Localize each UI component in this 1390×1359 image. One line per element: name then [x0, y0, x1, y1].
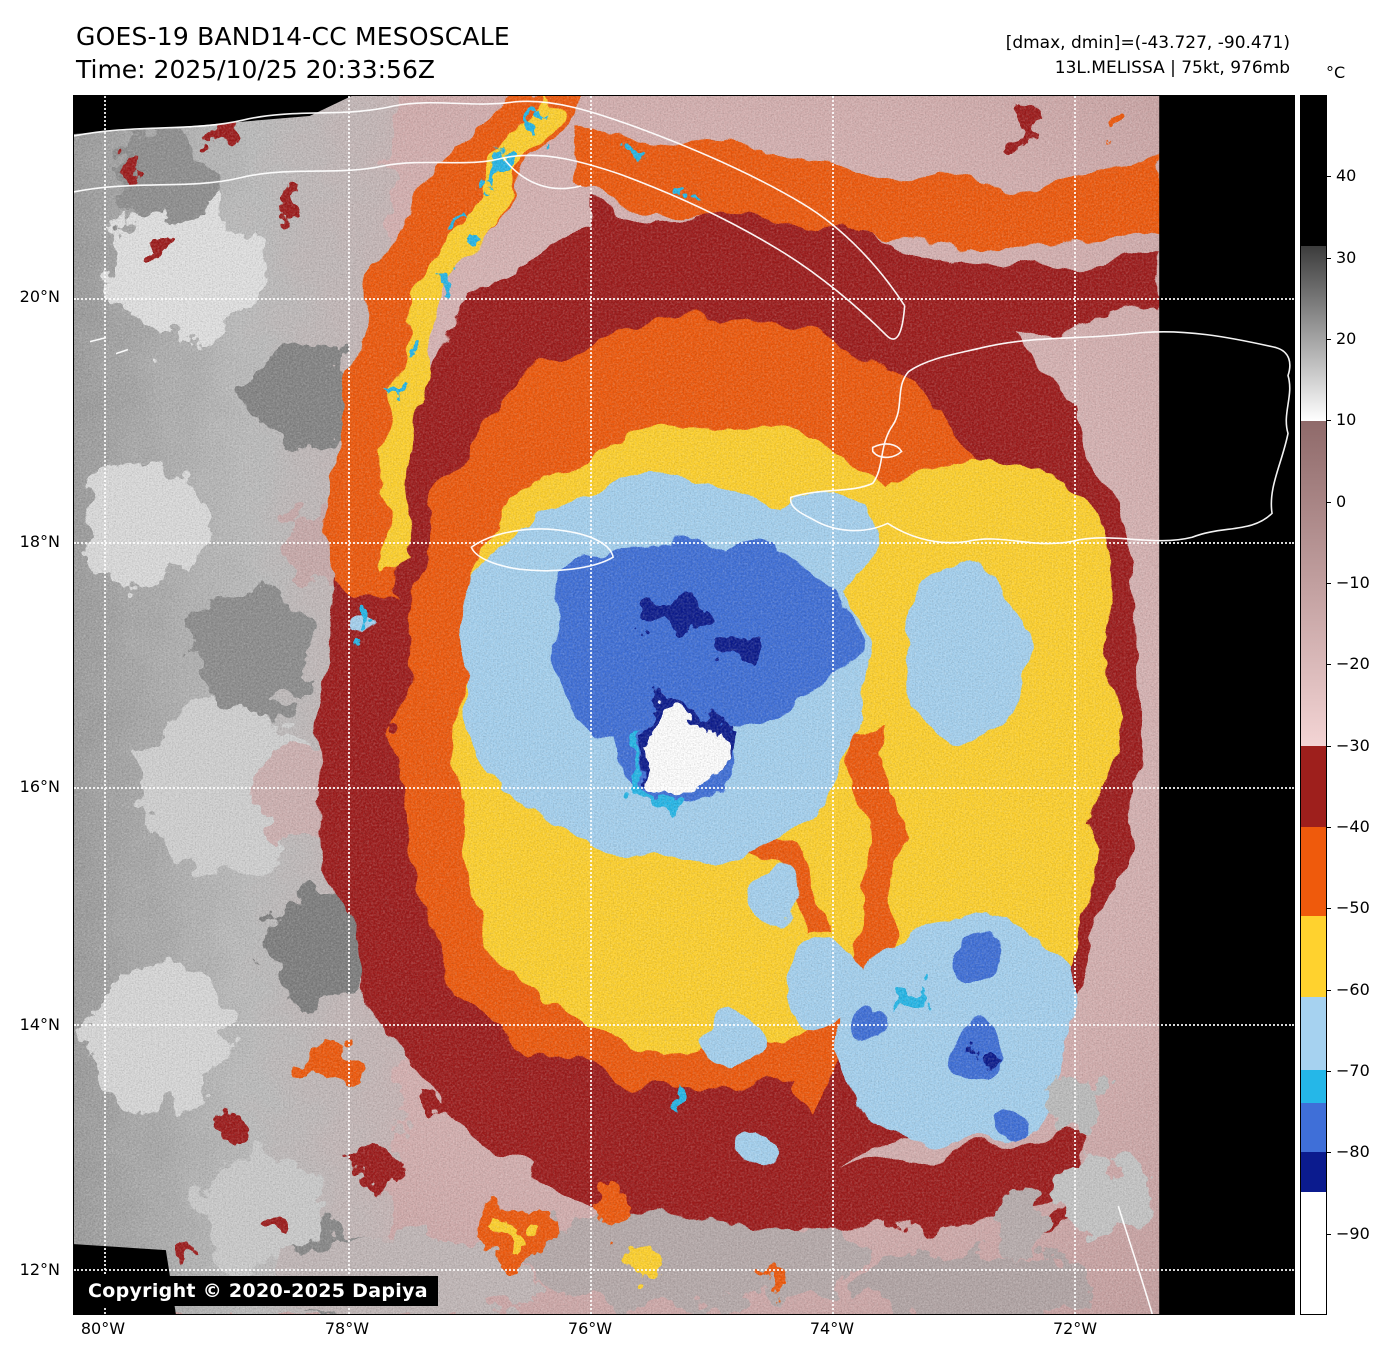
colorbar-tick-label: 20 [1336, 329, 1357, 348]
colorbar-tick-label: −10 [1336, 573, 1370, 592]
coastline-cuba [74, 100, 906, 307]
longitude-tick-label: 72°W [1052, 1319, 1098, 1338]
coastline-islets [89, 336, 129, 355]
longitude-tick-label: 78°W [324, 1319, 370, 1338]
longitude-tick-label: 80°W [80, 1319, 126, 1338]
colorbar-segment [1301, 1151, 1326, 1193]
latitude-tick-label: 20°N [19, 287, 60, 307]
colorbar-unit-label: °C [1326, 63, 1346, 82]
colorbar-segment [1301, 997, 1326, 1071]
colorbar-segment [1301, 826, 1326, 917]
coastlines [74, 100, 1291, 1314]
colorbar-segment [1301, 1102, 1326, 1152]
latitude-axis: 20°N 18°N 16°N 14°N 12°N [0, 95, 66, 1315]
colorbar-segment [1301, 1192, 1326, 1314]
latitude-tick-label: 16°N [19, 776, 60, 796]
timestamp: Time: 2025/10/25 20:33:56Z [76, 55, 435, 84]
colorbar-tick-label: 30 [1336, 247, 1357, 267]
colorbar-tick-label: −40 [1336, 817, 1370, 836]
satellite-image [74, 96, 1294, 1314]
storm-info: 13L.MELISSA | 75kt, 976mb [1054, 58, 1290, 78]
colorbar-tick-label: −50 [1336, 898, 1370, 918]
colorbar-tick-label: 10 [1336, 410, 1357, 430]
latitude-tick-label: 14°N [19, 1015, 60, 1034]
latitude-tick-label: 18°N [19, 532, 60, 551]
coastline-hispaniola [789, 331, 1291, 545]
colorbar-tick-label: −80 [1336, 1142, 1370, 1162]
satellite-map: Copyright © 2020-2025 Dapiya [73, 95, 1295, 1315]
coastline-gonave [871, 443, 903, 459]
colorbar-tick-label: −90 [1336, 1223, 1370, 1243]
colorbar-segment [1301, 420, 1326, 746]
colorbar-tick-label: 0 [1336, 491, 1347, 511]
product-title: GOES-19 BAND14-CC MESOSCALE [76, 22, 510, 51]
colorbar-segment [1301, 745, 1326, 827]
colorbar-tick-label: 40 [1336, 166, 1357, 186]
copyright-badge: Copyright © 2020-2025 Dapiya [78, 1276, 438, 1306]
colorbar-segment [1301, 1070, 1326, 1103]
colorbar-tick-label: −70 [1336, 1061, 1370, 1080]
dmax-dmin-stats: [dmax, dmin]=(-43.727, -90.471) [1005, 33, 1290, 53]
colorbar-segment [1301, 96, 1326, 247]
coastline-cuba-south [74, 154, 906, 340]
coastline-cuba-bay [502, 157, 582, 190]
colorbar-segment [1301, 246, 1326, 421]
grain-texture-dark [74, 96, 1160, 1314]
longitude-tick-label: 76°W [567, 1319, 613, 1338]
longitude-axis: 80°W 78°W 76°W 74°W 72°W [73, 1319, 1295, 1345]
colorbar-segment [1301, 916, 1326, 998]
latitude-tick-label: 12°N [19, 1259, 60, 1279]
coastline-jamaica [470, 528, 614, 572]
coastline-south-america [1117, 1205, 1153, 1314]
colorbar-tick-label: −60 [1336, 979, 1370, 999]
longitude-tick-label: 74°W [809, 1319, 855, 1338]
colorbar-tick-label: −20 [1336, 654, 1370, 674]
colorbar-tick-labels: 40 30 20 10 0 −10 −20 −30 −40 −50 −60 −70 −80 −90 [1326, 95, 1390, 1315]
colorbar-tick-label: −30 [1336, 735, 1370, 755]
temperature-colorbar [1300, 95, 1327, 1315]
